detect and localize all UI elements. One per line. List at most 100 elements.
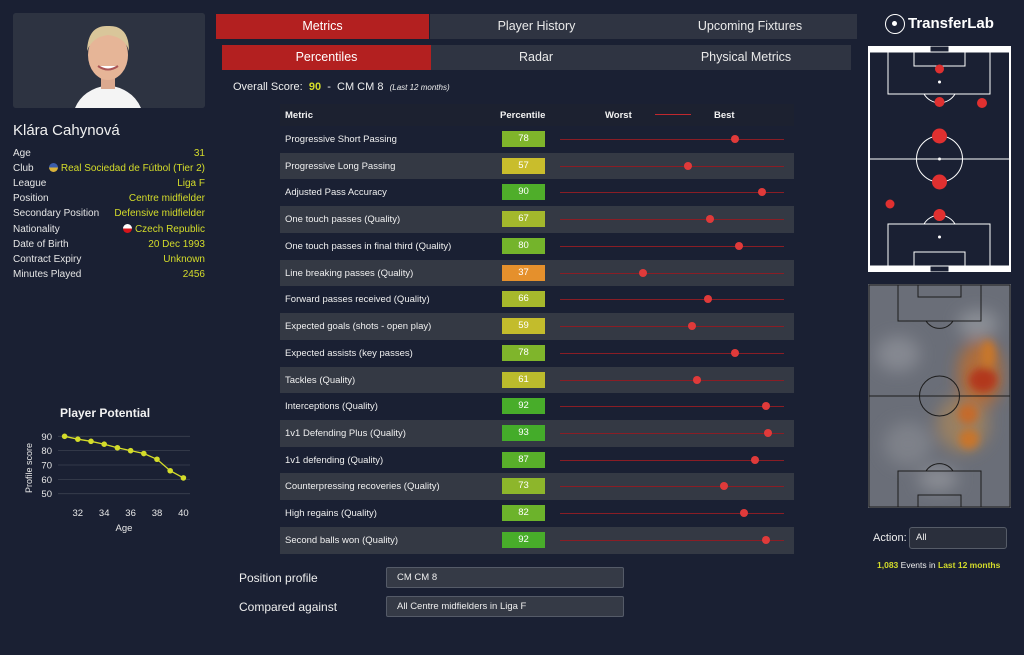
info-value: Unknown xyxy=(163,254,205,265)
percentile-marker xyxy=(730,348,739,357)
table-row: Counterpressing recoveries (Quality) 73 xyxy=(280,473,794,501)
info-value-text: Defensive midfielder xyxy=(114,208,205,220)
overall-score-position: CM CM 8 xyxy=(337,81,384,93)
x-tick-label: 34 xyxy=(99,508,110,519)
percentile-track xyxy=(560,192,784,194)
potential-chart-title: Player Potential xyxy=(60,406,151,420)
info-value: 20 Dec 1993 xyxy=(148,239,205,250)
metric-name: Progressive Short Passing xyxy=(285,134,397,145)
x-tick-label: 40 xyxy=(178,508,189,519)
percentile-badge: 92 xyxy=(502,531,545,548)
metric-name: One touch passes (Quality) xyxy=(285,214,401,226)
info-label: Position xyxy=(13,193,49,205)
tab-player-history[interactable]: Player History xyxy=(430,14,643,39)
percentile-badge: 66 xyxy=(502,291,545,308)
data-point xyxy=(101,441,107,447)
percentile-track xyxy=(560,379,784,381)
x-tick-label: 32 xyxy=(73,508,84,519)
data-point xyxy=(114,444,121,451)
table-row: Expected assists (key passes) 78 xyxy=(280,339,794,367)
percentile-track xyxy=(560,272,784,274)
action-select[interactable]: All xyxy=(909,527,1007,549)
info-value-text: Centre midfielder xyxy=(128,193,205,205)
subtab-radar[interactable]: Radar xyxy=(431,45,641,70)
metric-name: High regains (Quality) xyxy=(285,508,377,520)
info-value-text: 20 Dec 1993 xyxy=(148,238,205,250)
info-row: Age 31 xyxy=(13,148,205,163)
club-crest-icon xyxy=(48,163,58,173)
percentile-track xyxy=(560,219,784,221)
info-label: Secondary Position xyxy=(13,208,100,220)
data-point xyxy=(167,467,173,474)
legend-line xyxy=(655,114,691,115)
percentile-track xyxy=(560,245,784,247)
player-potential-chart: 50 60 70 80 90 32 34 36 38 40 Age Profile score xyxy=(24,432,190,534)
percentile-marker xyxy=(757,188,766,197)
percentile-marker xyxy=(719,482,728,491)
metric-name: Expected assists (key passes) xyxy=(285,347,413,359)
percentile-marker xyxy=(703,295,712,304)
percentile-marker xyxy=(638,268,647,277)
position-map-pitch xyxy=(868,46,1011,272)
y-axis-label: Profile score xyxy=(24,443,34,493)
percentile-marker xyxy=(683,161,692,170)
position-dot xyxy=(935,64,944,74)
x-axis-label: Age xyxy=(116,523,133,534)
compared-against-select[interactable]: All Centre midfielders in Liga F xyxy=(386,596,624,617)
percentile-badge: 80 xyxy=(502,237,545,254)
metric-name: Expected goals (shots - open play) xyxy=(285,321,432,333)
percentile-badge: 57 xyxy=(502,157,545,174)
overall-score-note: (Last 12 months) xyxy=(389,83,450,92)
flag-icon xyxy=(122,223,132,233)
info-value-text: Czech Republic xyxy=(134,223,205,235)
position-dot xyxy=(885,199,895,209)
info-label: Club xyxy=(13,163,34,175)
table-row: Line breaking passes (Quality) 37 xyxy=(280,259,794,287)
compared-against-label: Compared against xyxy=(239,600,338,614)
tab-upcoming-fixtures[interactable]: Upcoming Fixtures xyxy=(643,14,857,39)
data-point xyxy=(154,456,160,463)
metric-name: Interceptions (Quality) xyxy=(285,401,378,413)
info-row: Nationality Czech Republic xyxy=(13,223,205,239)
brand-logo: TransferLab xyxy=(885,14,994,34)
percentile-badge: 73 xyxy=(502,478,545,495)
percentile-marker xyxy=(762,535,771,544)
percentile-marker xyxy=(764,429,773,438)
percentile-badge: 78 xyxy=(502,131,545,147)
position-profile-select[interactable]: CM CM 8 xyxy=(386,567,624,588)
info-value: 31 xyxy=(194,148,205,159)
table-row: One touch passes in final third (Quality… xyxy=(280,232,794,260)
percentile-badge: 61 xyxy=(502,371,545,388)
info-value-text: Liga F xyxy=(177,178,205,190)
percentile-marker xyxy=(762,402,771,411)
info-label: Minutes Played xyxy=(13,268,82,280)
info-row: Minutes Played 2456 xyxy=(13,269,205,284)
position-profile-label: Position profile xyxy=(239,571,318,585)
percentile-badge: 87 xyxy=(502,451,545,468)
tab-metrics[interactable]: Metrics xyxy=(216,14,429,39)
events-summary: 1,083 Events in Last 12 months xyxy=(877,560,1000,570)
overall-score-separator: - xyxy=(327,81,331,93)
subtab-percentiles[interactable]: Percentiles xyxy=(222,45,431,70)
subtab-physical-metrics[interactable]: Physical Metrics xyxy=(641,45,851,70)
percentile-track xyxy=(560,139,784,140)
percentile-marker xyxy=(706,215,715,224)
position-dot xyxy=(932,128,947,144)
percentile-marker xyxy=(735,241,744,250)
y-tick-label: 90 xyxy=(41,432,52,443)
table-row: Expected goals (shots - open play) 59 xyxy=(280,313,794,340)
info-label: Nationality xyxy=(13,223,60,235)
table-row: Progressive Short Passing 78 xyxy=(280,126,794,153)
y-tick-label: 50 xyxy=(41,489,52,500)
metric-name: 1v1 defending (Quality) xyxy=(285,454,384,466)
action-label: Action: xyxy=(873,532,907,544)
info-value-text: 2456 xyxy=(182,268,205,280)
metric-name: Counterpressing recoveries (Quality) xyxy=(285,481,440,493)
table-row: Tackles (Quality) 61 xyxy=(280,366,794,394)
percentile-badge: 78 xyxy=(502,344,545,361)
table-row: Adjusted Pass Accuracy 90 xyxy=(280,179,794,207)
percentile-badge: 92 xyxy=(502,398,545,415)
x-tick-label: 38 xyxy=(152,508,163,519)
table-row: Second balls won (Quality) 92 xyxy=(280,526,794,554)
overall-score-value: 90 xyxy=(308,81,322,93)
